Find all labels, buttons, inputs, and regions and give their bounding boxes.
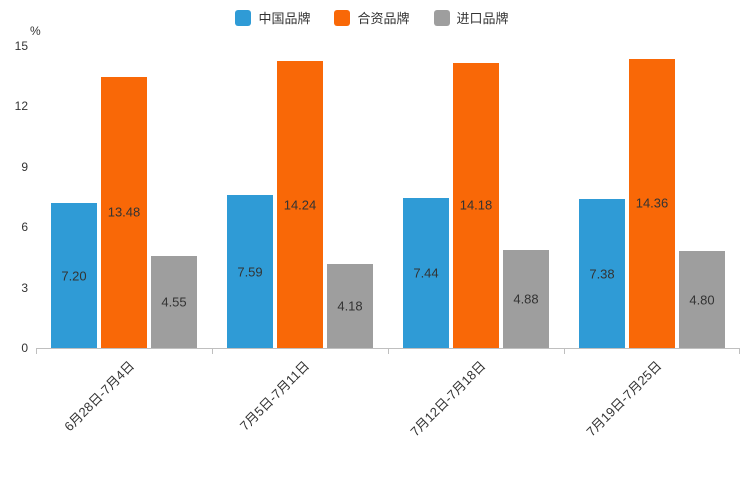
y-tick-label: 0 bbox=[21, 341, 28, 355]
plot-area: 7.20 13.48 4.55 7.59 14.24 4.18 7.44 14.18 4.88 7… bbox=[36, 46, 740, 354]
bar-value-label: 4.88 bbox=[513, 291, 539, 307]
bar-value-label: 13.48 bbox=[107, 204, 141, 220]
legend-item-进口品牌[interactable]: 进口品牌 bbox=[433, 8, 509, 27]
bar-进口品牌: 4.55 bbox=[151, 256, 197, 348]
bar-进口品牌: 4.18 bbox=[327, 263, 373, 348]
bar-value-label: 14.36 bbox=[635, 195, 669, 211]
legend-label: 合资品牌 bbox=[357, 11, 410, 26]
x-axis-label: 7月5日-7月11日 bbox=[237, 358, 313, 434]
x-axis: 6月28日-7月4日 7月5日-7月11日 7月12日-7月18日 7月19日-7月2… bbox=[36, 356, 740, 486]
bar-合资品牌: 13.48 bbox=[101, 76, 147, 348]
x-axis-tick bbox=[212, 348, 213, 354]
legend-label: 中国品牌 bbox=[258, 11, 311, 26]
bar-value-label: 7.44 bbox=[413, 265, 439, 281]
x-axis-tick bbox=[388, 348, 389, 354]
bar-value-label: 14.18 bbox=[459, 197, 493, 213]
y-tick-label: 15 bbox=[14, 39, 28, 53]
bar-value-label: 4.80 bbox=[689, 292, 715, 308]
legend: 中国品牌 合资品牌 进口品牌 bbox=[0, 8, 744, 27]
bar-value-label: 4.55 bbox=[161, 294, 187, 310]
bar-进口品牌: 4.88 bbox=[503, 249, 549, 348]
bar-value-label: 14.24 bbox=[283, 197, 317, 213]
bar-合资品牌: 14.36 bbox=[629, 58, 675, 348]
x-axis-label: 6月28日-7月4日 bbox=[60, 358, 137, 435]
x-axis-tick bbox=[739, 348, 740, 354]
legend-item-中国品牌[interactable]: 中国品牌 bbox=[235, 8, 310, 27]
bar-group: 7.44 14.18 4.88 bbox=[388, 46, 564, 348]
bar-中国品牌: 7.44 bbox=[403, 198, 449, 348]
bar-value-label: 4.18 bbox=[337, 298, 363, 314]
bar-中国品牌: 7.38 bbox=[579, 199, 625, 348]
x-axis-tick bbox=[564, 348, 565, 354]
y-axis: 0 3 6 9 12 15 bbox=[0, 39, 30, 355]
bar-group: 7.20 13.48 4.55 bbox=[36, 46, 212, 348]
legend-swatch-icon bbox=[334, 9, 351, 26]
y-axis-unit: % bbox=[30, 24, 41, 38]
y-tick-label: 3 bbox=[21, 280, 28, 295]
y-tick-label: 12 bbox=[14, 99, 28, 114]
legend-item-合资品牌[interactable]: 合资品牌 bbox=[334, 8, 410, 27]
bar-value-label: 7.38 bbox=[589, 266, 615, 282]
x-axis-label: 7月12日-7月18日 bbox=[407, 358, 489, 440]
bar-group: 7.38 14.36 4.80 bbox=[564, 46, 740, 348]
x-axis-tick bbox=[36, 348, 37, 354]
bar-合资品牌: 14.24 bbox=[277, 61, 323, 348]
y-tick-label: 9 bbox=[21, 159, 28, 174]
legend-swatch-icon bbox=[235, 9, 252, 26]
legend-label: 进口品牌 bbox=[456, 11, 509, 26]
bar-中国品牌: 7.59 bbox=[227, 195, 273, 348]
y-tick-label: 6 bbox=[21, 220, 28, 235]
x-axis-label: 7月19日-7月25日 bbox=[583, 358, 665, 440]
legend-swatch-icon bbox=[433, 9, 450, 26]
bar-中国品牌: 7.20 bbox=[51, 203, 97, 348]
bar-合资品牌: 14.18 bbox=[453, 62, 499, 348]
bar-value-label: 7.59 bbox=[237, 264, 263, 280]
bar-value-label: 7.20 bbox=[61, 268, 87, 284]
bar-group: 7.59 14.24 4.18 bbox=[212, 46, 388, 348]
bar-进口品牌: 4.80 bbox=[679, 251, 725, 348]
